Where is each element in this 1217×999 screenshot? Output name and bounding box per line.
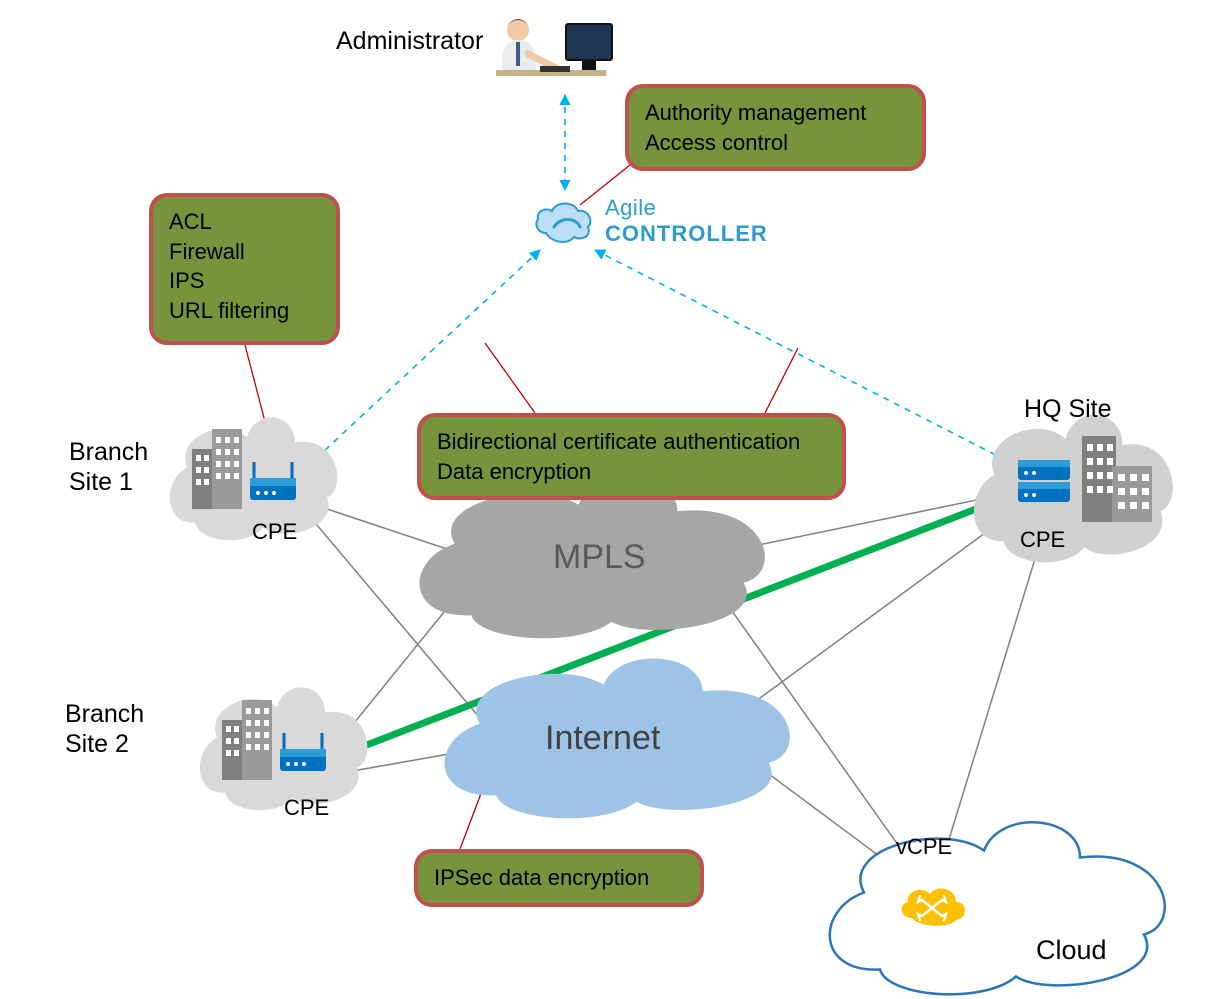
- callout-line: IPS: [169, 266, 320, 296]
- callout-line: Access control: [645, 128, 906, 158]
- label-branch-site-2: Branch Site 2: [65, 699, 144, 759]
- callout-bidir-cert: Bidirectional certificate authentication…: [417, 413, 846, 500]
- agile-text-bottom: CONTROLLER: [605, 221, 768, 247]
- label-internet: Internet: [545, 719, 660, 758]
- callout-line: ACL: [169, 207, 320, 237]
- callout-line: IPSec data encryption: [434, 863, 684, 893]
- callout-line: Data encryption: [437, 457, 826, 487]
- callout-line: Firewall: [169, 237, 320, 267]
- label-cpe-2: CPE: [284, 795, 329, 821]
- callout-authority-access: Authority managementAccess control: [625, 84, 926, 171]
- label-vcpe: vCPE: [896, 834, 952, 860]
- label-mpls: MPLS: [553, 538, 646, 577]
- agile-controller-logo: Agile CONTROLLER: [605, 195, 768, 247]
- label-cpe-3: CPE: [1020, 527, 1065, 553]
- callout-ipsec: IPSec data encryption: [414, 849, 704, 907]
- label-branch-site-1: Branch Site 1: [69, 437, 148, 497]
- callout-line: Authority management: [645, 98, 906, 128]
- callout-line: Bidirectional certificate authentication: [437, 427, 826, 457]
- label-hq-site: HQ Site: [1024, 394, 1112, 424]
- label-administrator: Administrator: [336, 26, 483, 56]
- agile-text-top: Agile: [605, 195, 768, 221]
- label-cpe-1: CPE: [252, 519, 297, 545]
- agile-controller-icon: [536, 204, 590, 242]
- callout-security-features: ACLFirewallIPSURL filtering: [149, 193, 340, 345]
- label-cloud: Cloud: [1036, 934, 1107, 966]
- callout-line: URL filtering: [169, 296, 320, 326]
- administrator-icon: [496, 19, 612, 76]
- cloud-outline-icon: [830, 822, 1165, 994]
